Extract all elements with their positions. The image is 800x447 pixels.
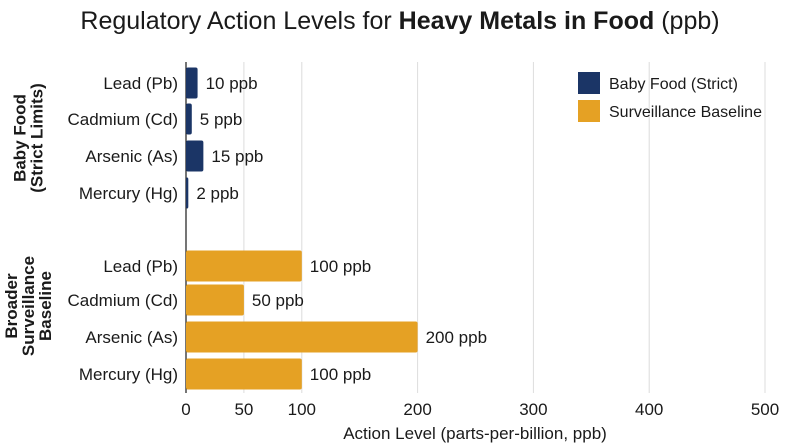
- bar-value-label: 50 ppb: [252, 291, 304, 310]
- x-tick-label: 300: [519, 400, 547, 419]
- group-label-line: Broader: [2, 273, 21, 339]
- legend-swatch: [578, 100, 600, 122]
- bar-value-label: 10 ppb: [206, 74, 258, 93]
- bar-value-label: 100 ppb: [310, 365, 371, 384]
- group-label-line: Surveillance: [19, 256, 38, 356]
- bar-value-label: 5 ppb: [200, 110, 243, 129]
- category-label: Cadmium (Cd): [67, 110, 178, 129]
- bar-value-label: 100 ppb: [310, 257, 371, 276]
- legend-swatch: [578, 72, 600, 94]
- x-axis-label: Action Level (parts-per-billion, ppb): [343, 424, 607, 443]
- group-label: BroaderSurveillanceBaseline: [2, 256, 55, 356]
- legend-label: Baby Food (Strict): [609, 76, 738, 93]
- bar: [186, 358, 302, 390]
- group-label: Baby Food(Strict Limits): [11, 83, 47, 193]
- x-tick-label: 200: [403, 400, 431, 419]
- x-tick-label: 50: [234, 400, 253, 419]
- x-axis-ticks: 0 50 100 200 300 400 500: [181, 400, 779, 419]
- group-label-line: Baseline: [36, 271, 55, 341]
- bar: [186, 103, 192, 135]
- group-label-line: (Strict Limits): [28, 83, 47, 193]
- bar-value-label: 2 ppb: [196, 184, 239, 203]
- group-label-line: Baby Food: [11, 94, 30, 182]
- bar: [186, 284, 244, 316]
- category-label: Cadmium (Cd): [67, 291, 178, 310]
- x-tick-label: 0: [181, 400, 190, 419]
- bar-value-label: 15 ppb: [211, 147, 263, 166]
- group-labels: Baby Food(Strict Limits) BroaderSurveilla…: [2, 83, 55, 356]
- category-labels: Lead (Pb) Cadmium (Cd) Arsenic (As) Mercury…: [67, 74, 178, 384]
- legend-label: Surveillance Baseline: [609, 104, 762, 121]
- bar: [186, 177, 189, 209]
- bar: [186, 140, 204, 172]
- bar: [186, 67, 198, 99]
- chart-title-suffix: (ppb): [661, 7, 719, 35]
- category-label: Arsenic (As): [85, 328, 178, 347]
- x-tick-label: 500: [751, 400, 779, 419]
- legend: Baby Food (Strict) Surveillance Baseline: [578, 72, 762, 122]
- category-label: Mercury (Hg): [79, 365, 178, 384]
- chart-title: Regulatory Action Levels for Heavy Metal…: [80, 7, 719, 35]
- category-label: Lead (Pb): [103, 257, 178, 276]
- category-label: Arsenic (As): [85, 147, 178, 166]
- x-tick-label: 400: [635, 400, 663, 419]
- bar-value-label: 200 ppb: [426, 328, 487, 347]
- chart-title-bold: Heavy Metals in Food: [399, 7, 655, 35]
- chart-title-prefix: Regulatory Action Levels for: [80, 7, 391, 35]
- x-tick-label: 100: [288, 400, 316, 419]
- bar: [186, 250, 302, 282]
- bars-layer: 10 ppb 5 ppb 15 ppb 2 ppb 100 ppb 50 ppb 200 p…: [186, 67, 487, 390]
- bar: [186, 321, 418, 353]
- category-label: Lead (Pb): [103, 74, 178, 93]
- category-label: Mercury (Hg): [79, 184, 178, 203]
